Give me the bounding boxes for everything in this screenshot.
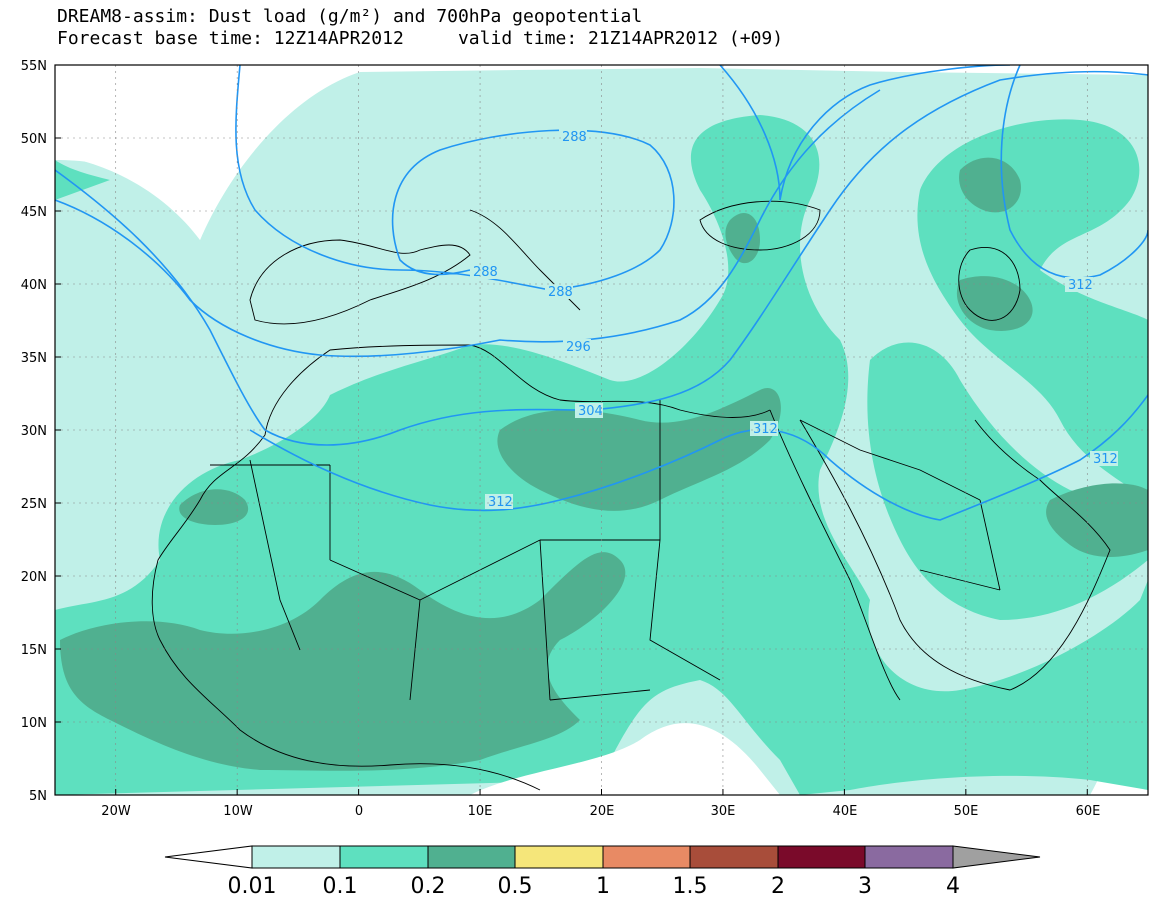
contour-label: 304 [578, 404, 603, 419]
lon-label: 50E [954, 804, 979, 819]
contour-312-north [1000, 65, 1148, 279]
contour-288 [235, 65, 1011, 291]
contour-label: 288 [473, 265, 498, 280]
lat-label: 25N [21, 497, 47, 512]
lat-label: 20N [21, 570, 47, 585]
contour-labels: 288 288 288 296 304 312 312 312 312 [470, 129, 1118, 510]
arabia-borders [799, 419, 1001, 591]
colorbar-bin [251, 845, 341, 869]
lat-label: 5N [29, 789, 47, 804]
colorbar-bin [602, 845, 691, 869]
red-sea-coast [769, 409, 901, 701]
dust-region-medium-arabia [867, 342, 1148, 620]
colorbar-label: 2 [771, 874, 785, 899]
latitude-labels: 55N 50N 45N 40N 35N 30N 25N 20N 15N 10N … [21, 59, 47, 804]
colorbar-bin [514, 845, 604, 869]
lat-label: 40N [21, 278, 47, 293]
longitude-labels: 20W 10W 0 10E 20E 30E 40E 50E 60E [101, 804, 1100, 819]
colorbar-bin [339, 845, 429, 869]
dust-region-clear-atlantic [55, 65, 360, 240]
dust-region-high-blacksea [725, 212, 760, 264]
colorbar-label: 0.2 [411, 874, 446, 899]
dust-region-medium-caspian [917, 119, 1148, 501]
contour-label: 312 [1068, 278, 1093, 293]
geopotential-contours [55, 65, 1148, 521]
contour-312-south [249, 394, 1148, 521]
colorbar-bin [689, 845, 779, 869]
lon-label: 20E [590, 804, 615, 819]
black-sea-coast [699, 200, 821, 251]
contour-label: 312 [753, 422, 778, 437]
lon-label: 20W [101, 804, 131, 819]
lon-label: 30E [711, 804, 736, 819]
axis-ticks [55, 64, 1088, 796]
contour-label: 312 [488, 495, 513, 510]
colorbar-label: 4 [946, 874, 960, 899]
contour-label: 312 [1093, 452, 1118, 467]
dust-region-high-caspian [956, 276, 1033, 331]
colorbar-label: 1 [596, 874, 610, 899]
lon-label: 40E [833, 804, 858, 819]
colorbar-label: 0.1 [323, 874, 358, 899]
iberia-coast [249, 239, 471, 325]
contour-label: 288 [562, 130, 587, 145]
dust-region-high-sahel [60, 552, 626, 771]
map-title: DREAM8-assim: Dust load (g/m²) and 700hP… [57, 6, 643, 27]
dust-region-medium-europe [55, 160, 110, 200]
lat-label: 30N [21, 424, 47, 439]
lon-label: 0 [355, 804, 363, 819]
colorbar [164, 845, 1041, 869]
colorbar-labels: 0.01 0.1 0.2 0.5 1 1.5 2 3 4 [228, 874, 960, 899]
italy-coast [469, 209, 581, 311]
lat-label: 55N [21, 59, 47, 74]
colorbar-bin [864, 845, 954, 869]
lat-label: 15N [21, 643, 47, 658]
dust-region-high-arabia [1046, 483, 1148, 557]
forecast-time-subtitle: Forecast base time: 12Z14APR2012 valid t… [57, 28, 784, 49]
colorbar-high-arrow [952, 845, 1041, 869]
lat-label: 45N [21, 205, 47, 220]
dust-region-high-kazakh [959, 157, 1021, 213]
colorbar-label: 0.5 [498, 874, 533, 899]
dust-region-high-westsahara [179, 489, 249, 525]
graticule [55, 65, 1148, 795]
africa-coast [151, 434, 541, 791]
arabia-coast [799, 419, 1111, 691]
lon-label: 10E [468, 804, 493, 819]
lon-label: 60E [1076, 804, 1101, 819]
lon-label: 10W [223, 804, 253, 819]
lat-label: 35N [21, 351, 47, 366]
colorbar-label: 0.01 [228, 874, 277, 899]
colorbar-low-arrow [164, 845, 253, 869]
colorbar-bin [427, 845, 516, 869]
contour-label: 288 [548, 285, 573, 300]
lat-label: 50N [21, 132, 47, 147]
dust-region-high-libya [497, 388, 781, 511]
lat-label: 10N [21, 716, 47, 731]
colorbar-bin [777, 845, 866, 869]
contour-label: 296 [566, 340, 591, 355]
caspian-coast [958, 246, 1021, 321]
colorbar-label: 3 [858, 874, 872, 899]
colorbar-label: 1.5 [673, 874, 708, 899]
dust-region-clear-central-africa [470, 723, 780, 795]
